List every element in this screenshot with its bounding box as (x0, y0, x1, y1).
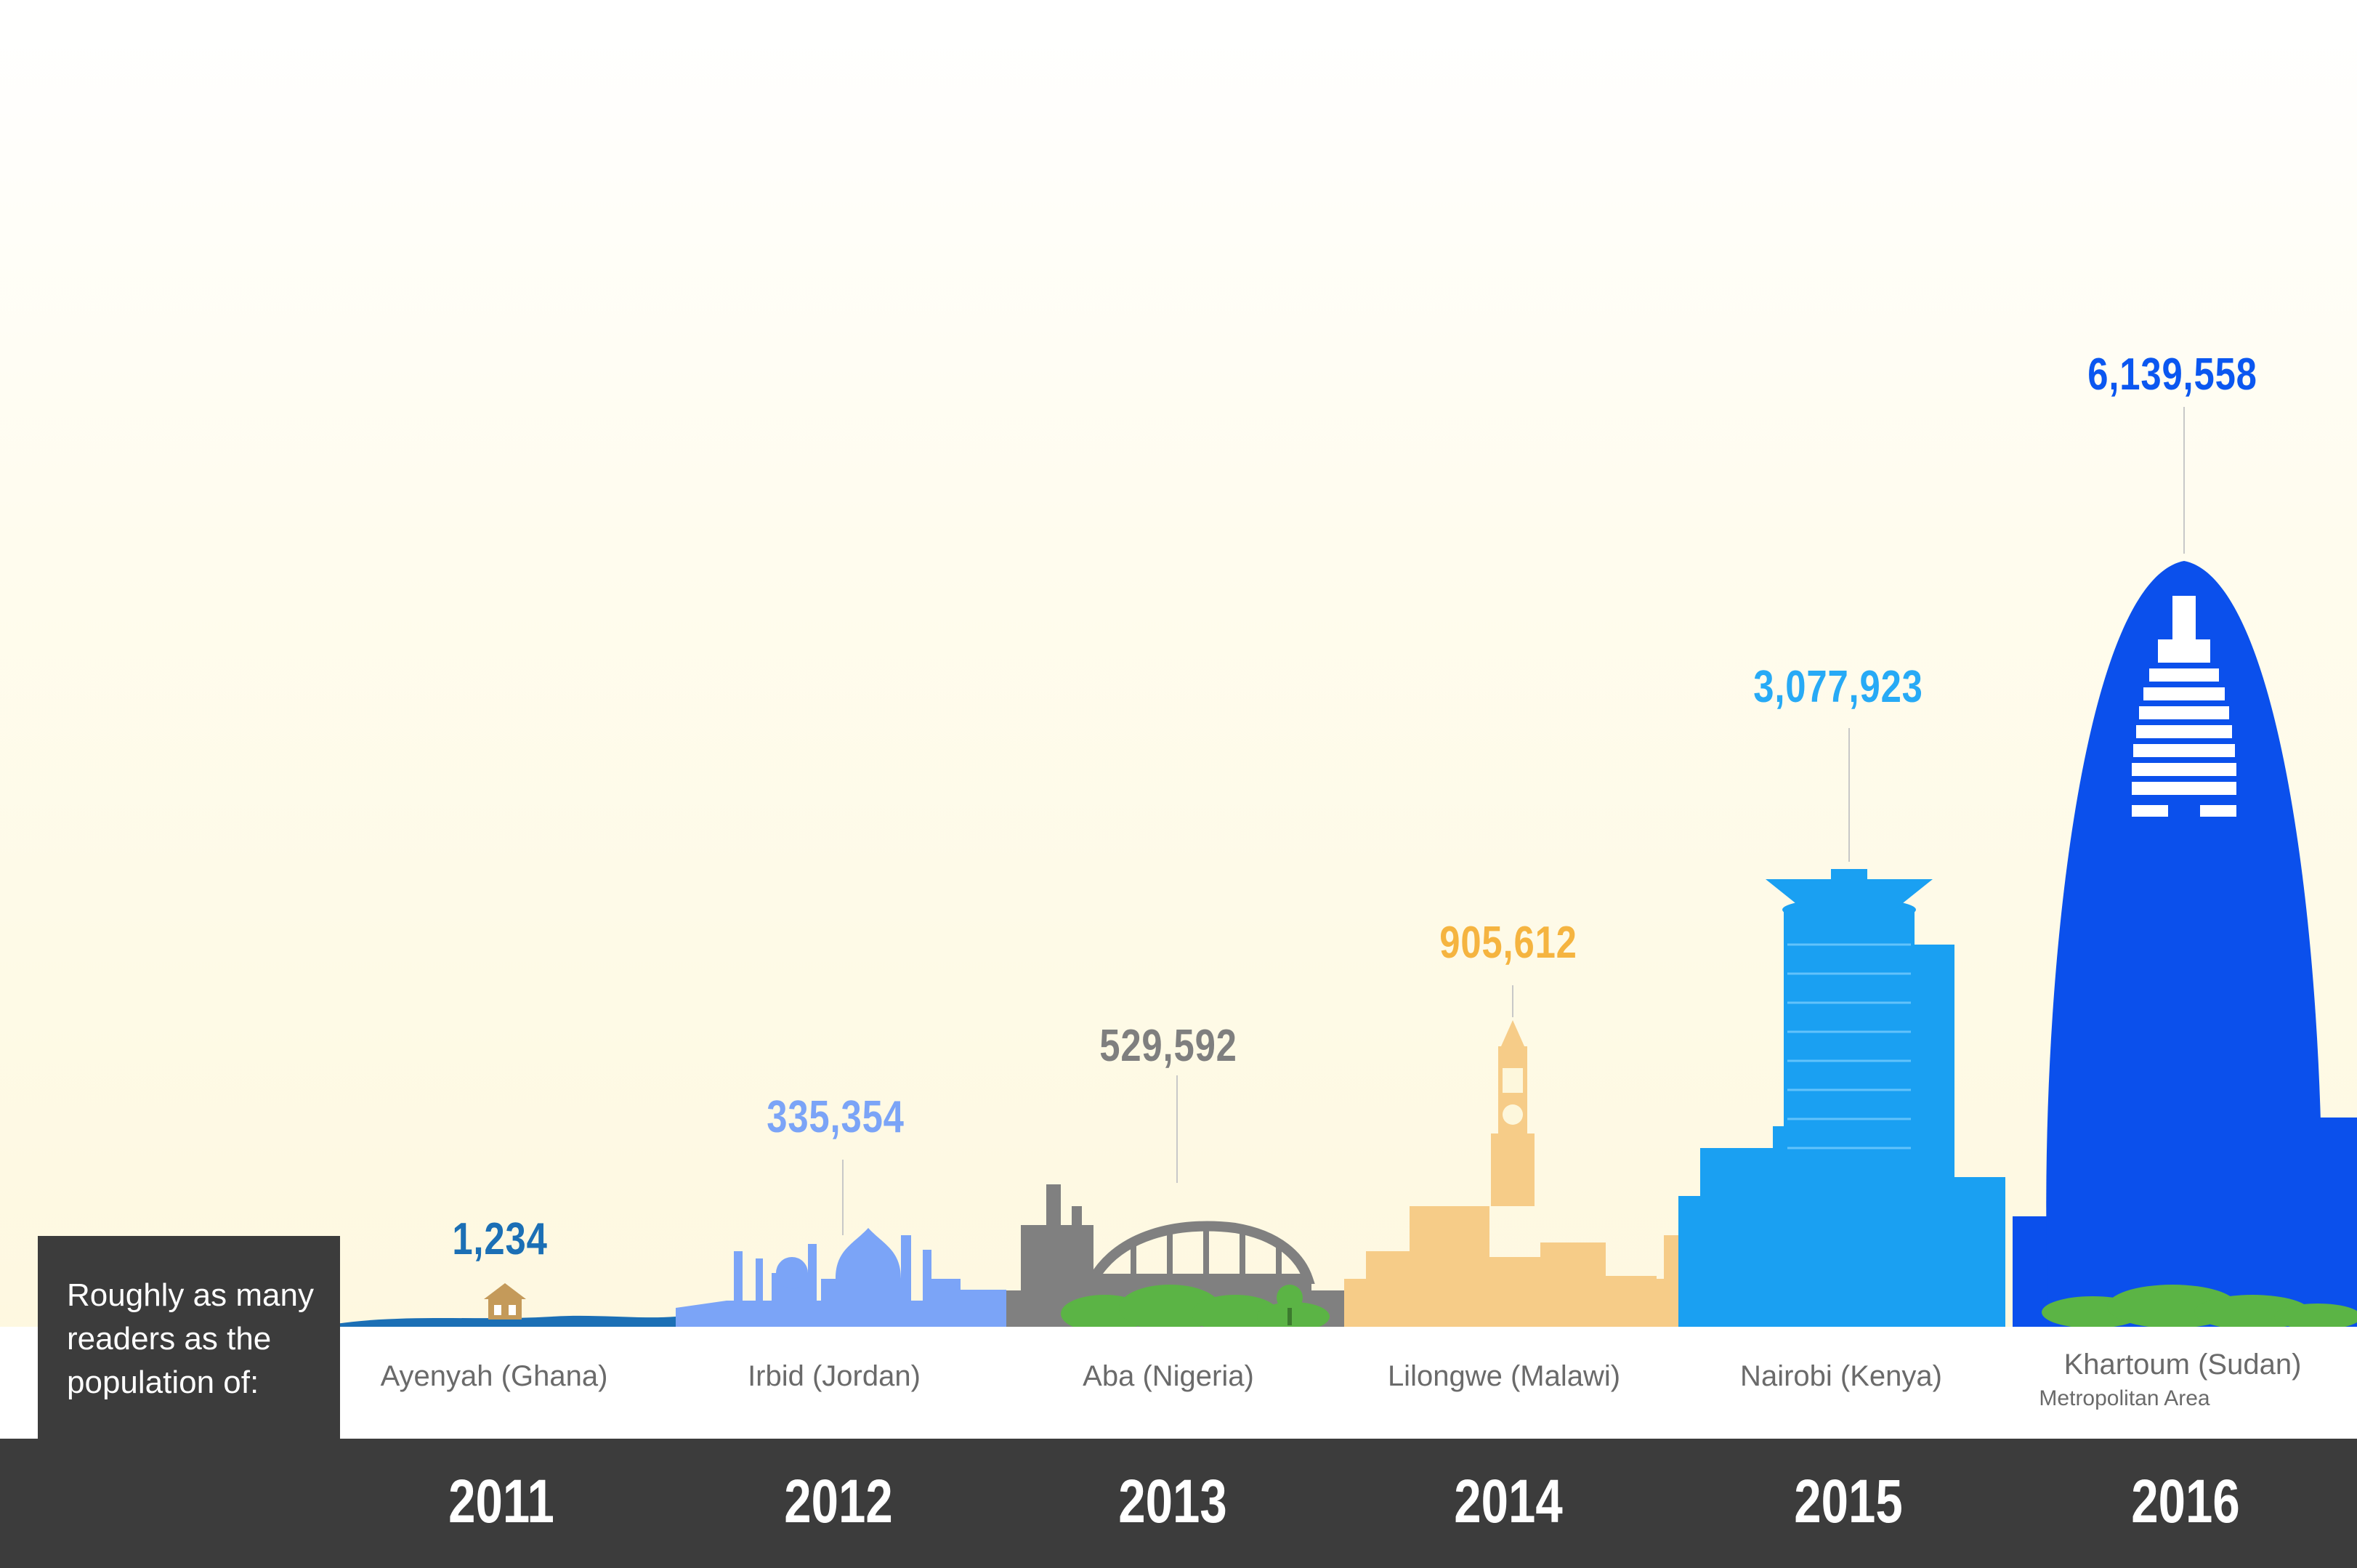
year-2016: 2016 (2131, 1467, 2240, 1535)
city-2014: Lilongwe (Malawi) (1387, 1360, 1621, 1392)
value-2016: 6,139,558 (2087, 349, 2257, 400)
value-2013: 529,592 (1099, 1021, 1237, 1071)
subcity-2016: Metropolitan Area (2039, 1386, 2210, 1410)
city-2016: Khartoum (Sudan) (2063, 1349, 2302, 1381)
city-2013: Aba (Nigeria) (1083, 1360, 1254, 1392)
khartoum-greenery (2042, 1285, 2357, 1330)
value-2012: 335,354 (767, 1092, 905, 1142)
aba-greenery (1061, 1285, 1330, 1333)
nairobi-skyline (1678, 869, 2005, 1327)
intro-label: Roughly as many readers as the populatio… (38, 1236, 340, 1439)
year-2015: 2015 (1794, 1467, 1903, 1535)
lilongwe-skyline (1344, 1020, 1678, 1327)
ayenyah-scene (336, 1283, 676, 1327)
city-2012: Irbid (Jordan) (748, 1360, 921, 1392)
city-2011: Ayenyah (Ghana) (380, 1360, 608, 1392)
khartoum-skyline (2013, 561, 2357, 1330)
city-name-band (0, 1327, 2357, 1439)
irbid-skyline (676, 1228, 1006, 1327)
value-2014: 905,612 (1439, 918, 1577, 968)
value-2011: 1,234 (452, 1214, 548, 1264)
year-2012: 2012 (784, 1467, 893, 1535)
year-2013: 2013 (1118, 1467, 1227, 1535)
year-2011: 2011 (448, 1467, 554, 1535)
hut-icon (484, 1283, 526, 1320)
city-2015: Nairobi (Kenya) (1740, 1360, 1942, 1392)
water-wave (336, 1315, 676, 1327)
year-2014: 2014 (1454, 1467, 1563, 1535)
year-footer (0, 1439, 2357, 1568)
value-2015: 3,077,923 (1753, 662, 1923, 712)
aba-skyline (1006, 1184, 1344, 1333)
